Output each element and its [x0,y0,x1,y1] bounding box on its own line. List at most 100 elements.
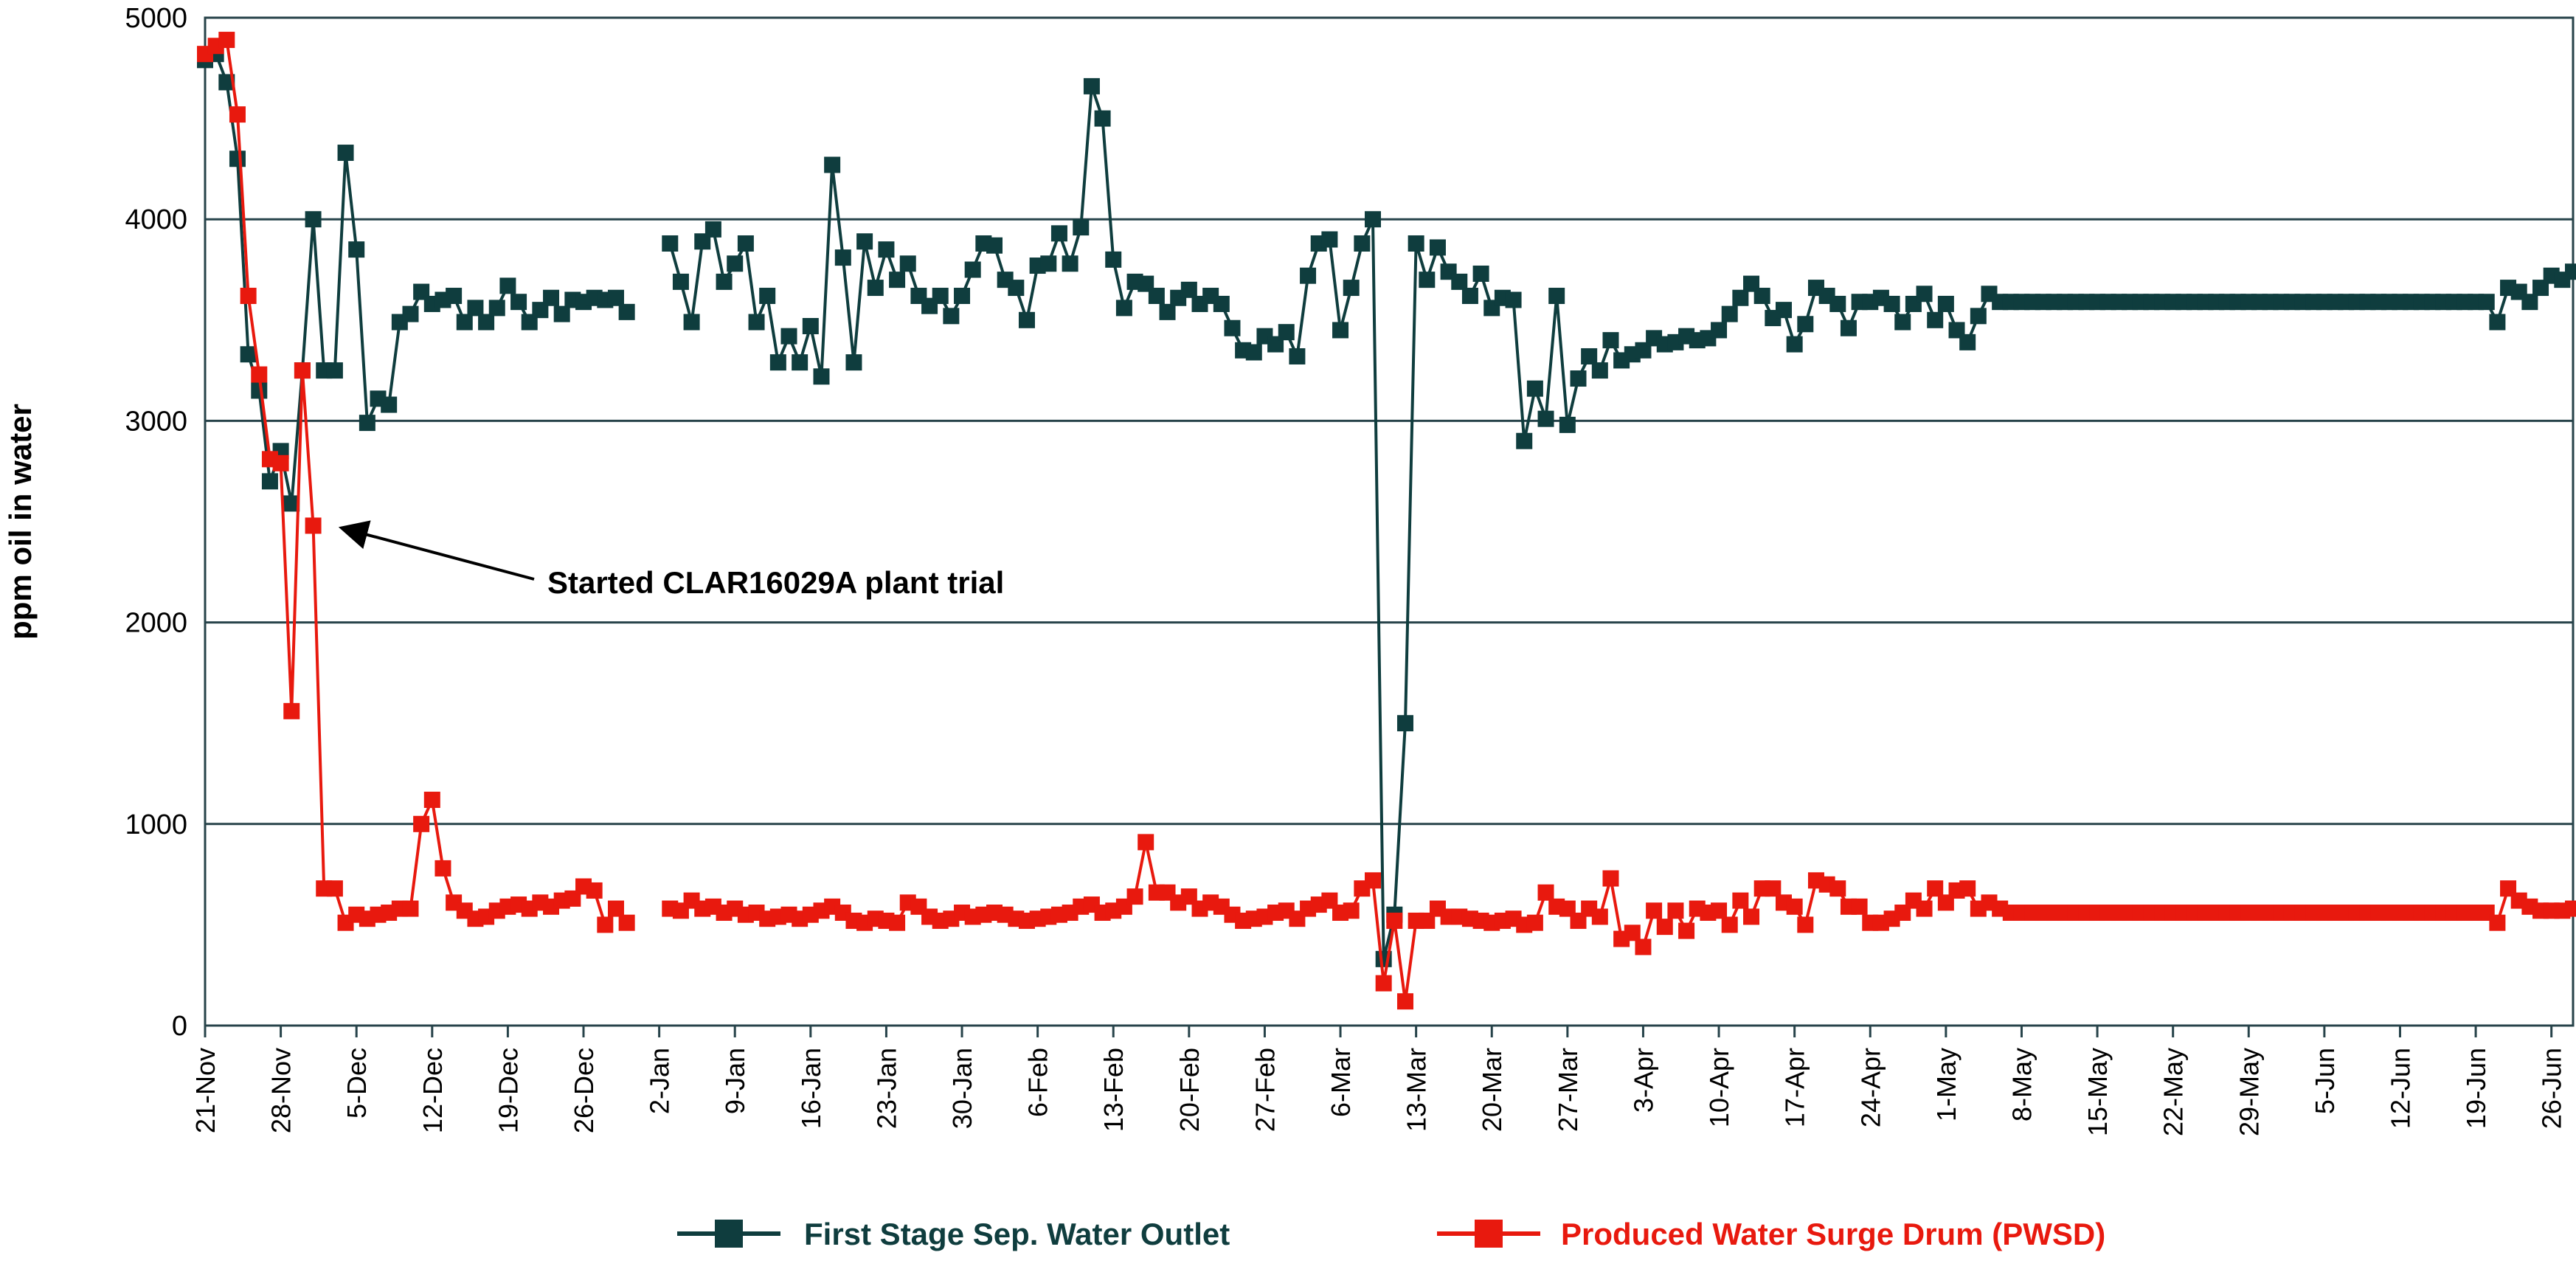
data-point [672,273,689,290]
data-point [1094,110,1111,127]
data-point [218,32,235,49]
data-point [402,305,419,322]
series-line [668,84,2575,961]
x-tick-label: 30-Jan [947,1048,977,1129]
legend-label: First Stage Sep. Water Outlet [804,1217,1230,1251]
data-point [1365,211,1382,228]
series-first-stage [197,46,2576,967]
x-tick-label: 27-Feb [1250,1048,1280,1132]
data-point [2478,294,2495,311]
x-tick-label: 26-Jun [2537,1048,2567,1129]
data-point [2489,914,2506,931]
data-point [1180,281,1197,298]
data-point [326,880,343,897]
data-point [543,289,560,306]
data-point [1656,919,1673,936]
data-point [780,328,797,345]
data-point [1732,289,1749,306]
data-point [986,237,1003,254]
x-tick-label: 9-Jan [720,1048,750,1114]
data-point [1602,332,1619,349]
data-point [1559,416,1576,433]
x-tick-label: 5-Jun [2310,1048,2340,1114]
data-point [1354,235,1371,252]
data-point [402,900,419,917]
data-point [1115,300,1132,317]
data-point [1797,316,1814,333]
data-point [499,277,516,294]
data-point [2565,900,2576,917]
y-tick-label: 0 [172,1011,187,1042]
data-point [456,314,473,331]
data-point [1224,319,1241,336]
data-point [553,305,570,322]
x-tick-label: 16-Jan [796,1048,826,1129]
data-point [413,815,430,832]
data-point [1840,319,1857,336]
data-point [586,882,603,899]
data-point [1365,872,1382,889]
data-point [229,106,246,123]
data-point [964,261,981,278]
x-tick-label: 5-Dec [342,1048,372,1119]
x-tick-label: 28-Nov [266,1048,297,1133]
data-point [716,273,733,290]
data-point [1721,305,1738,322]
data-point [1343,902,1360,919]
data-point [1386,912,1403,929]
data-point [1937,295,1954,312]
data-point [337,145,354,162]
x-tick-label: 20-Mar [1477,1048,1507,1132]
data-point [1765,880,1782,897]
y-tick-label: 5000 [125,3,187,34]
data-point [510,294,527,311]
data-point [2489,314,2506,331]
legend-label: Produced Water Surge Drum (PWSD) [1561,1217,2105,1251]
grid-layer [205,16,2573,826]
data-point [283,495,300,512]
data-point [1786,898,1803,915]
x-tick-label: 21-Nov [190,1048,221,1133]
data-point [381,396,398,413]
x-tick-label: 20-Feb [1174,1048,1205,1132]
data-point [1429,239,1446,256]
data-point [878,241,895,258]
data-point [283,702,300,719]
data-point [1581,348,1598,364]
x-tick-label: 29-May [2234,1048,2264,1136]
data-point [1526,380,1543,397]
data-point [1472,265,1489,282]
data-point [1332,322,1349,339]
data-point [261,473,278,490]
y-axis-label: ppm oil in water [3,404,38,640]
y-tick-label: 4000 [125,204,187,235]
data-point [326,362,343,379]
data-point [1635,939,1652,955]
data-point [1148,288,1165,305]
data-point [867,280,884,297]
data-point [1959,880,1976,897]
data-point [1602,870,1619,887]
data-point [618,914,635,931]
plot-frame [204,16,2575,1027]
data-point [348,241,365,258]
data-point [1646,902,1663,919]
x-tick-label: 13-Feb [1098,1048,1129,1132]
data-point [1018,311,1035,328]
data-point [1105,251,1122,268]
data-point [1711,322,1728,339]
data-point [488,300,505,317]
data-point [1786,336,1803,353]
data-point [1570,370,1587,387]
x-tick-label: 23-Jan [871,1048,901,1129]
x-tick-label: 27-Mar [1553,1048,1583,1132]
data-point [218,74,235,91]
data-point [240,346,257,363]
data-point [1753,288,1770,305]
data-point [834,249,851,266]
data-point [607,289,624,306]
x-tick-label: 26-Dec [569,1048,599,1133]
data-point [1732,892,1749,909]
